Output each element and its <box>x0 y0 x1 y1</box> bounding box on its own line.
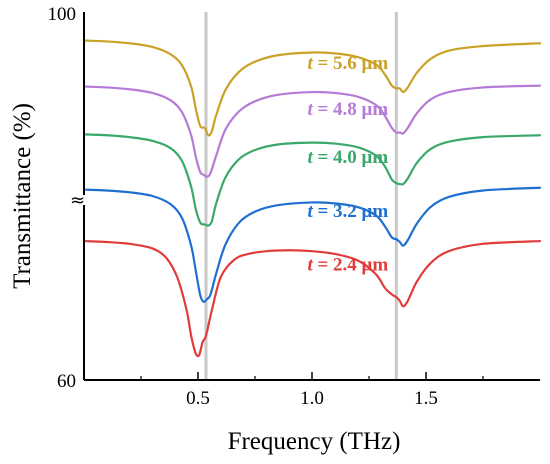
series-line-3 <box>82 186 542 303</box>
y-axis-title: Transmittance (%) <box>9 103 36 289</box>
series-line-1 <box>82 84 542 178</box>
series-annotation-0: t = 5.6 μm <box>307 53 388 74</box>
series-line-2 <box>82 133 542 227</box>
reference-lines <box>204 12 398 380</box>
series-annotation-3: t = 3.2 μm <box>307 201 388 222</box>
series-lines <box>82 39 542 358</box>
x-axis-title: Frequency (THz) <box>228 428 401 455</box>
x-ticks: 0.5 1.0 1.5 <box>140 372 484 409</box>
series-annotation-2: t = 4.0 μm <box>307 147 388 168</box>
series-line-4 <box>82 239 542 358</box>
y-tick-label-top: 100 <box>48 4 77 25</box>
series-line-0 <box>82 39 542 137</box>
y-tick-label-bottom: 60 <box>57 371 76 392</box>
axis-break-symbol: ≈ <box>70 190 85 211</box>
x-tick-label-0: 0.5 <box>186 388 210 409</box>
axes: ≈ 100 60 Transmittance (%) Frequency (TH… <box>9 4 540 455</box>
axis-break-gap <box>79 195 89 205</box>
series-annotation-4: t = 2.4 μm <box>307 255 388 276</box>
x-tick-label-2: 1.5 <box>414 388 438 409</box>
x-tick-label-1: 1.0 <box>300 388 324 409</box>
series-annotations: t = 5.6 μm t = 4.8 μm t = 4.0 μm t = 3.2 μm… <box>307 53 388 275</box>
series-annotation-1: t = 4.8 μm <box>307 99 388 120</box>
